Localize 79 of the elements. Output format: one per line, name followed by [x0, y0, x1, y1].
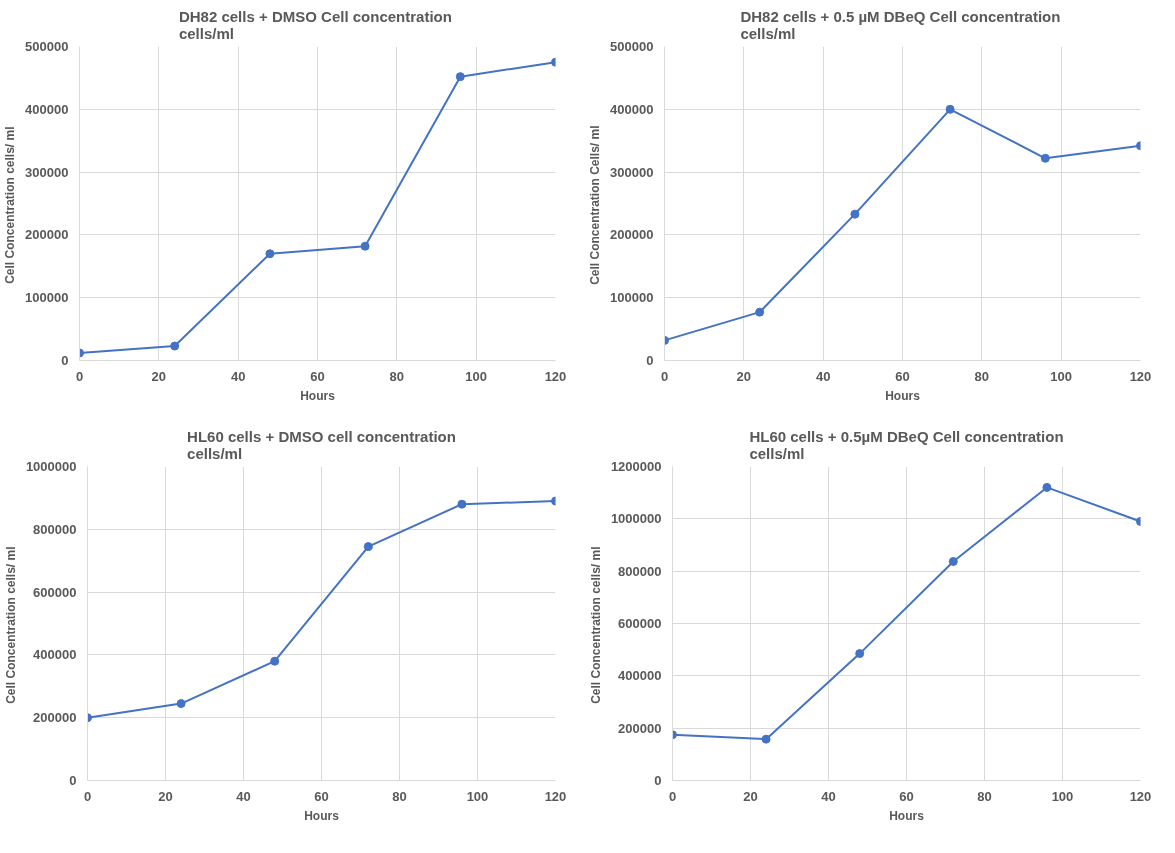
y-axis-title: Cell Concentration cells/ ml — [3, 546, 18, 704]
x-tick-label: 20 — [151, 368, 167, 384]
y-tick-label: 600000 — [33, 584, 77, 600]
x-tick-label: 100 — [466, 788, 489, 804]
y-tick-label: 500000 — [25, 39, 69, 54]
y-tick-label: 1000000 — [610, 511, 662, 527]
point — [265, 249, 275, 259]
y-tick-label: 400000 — [610, 101, 654, 117]
y-tick-label: 800000 — [618, 563, 662, 579]
point — [1040, 153, 1050, 163]
y-tick-label: 1000000 — [25, 459, 77, 474]
x-tick-label: 60 — [899, 788, 914, 804]
y-tick-label: 0 — [654, 773, 662, 788]
point — [455, 72, 465, 82]
point — [761, 734, 771, 744]
y-tick-label: 0 — [69, 773, 77, 788]
point — [755, 307, 765, 317]
x-tick-label: 40 — [821, 788, 836, 804]
y-tick-label: 400000 — [25, 101, 69, 117]
x-tick-label: 120 — [544, 368, 567, 384]
x-tick-label: 100 — [1051, 788, 1074, 804]
x-tick-label: 20 — [743, 788, 758, 804]
y-tick-label: 1200000 — [610, 459, 662, 474]
y-tick-label: 500000 — [610, 39, 654, 54]
x-tick-label: 0 — [668, 788, 677, 804]
y-axis-title: Cell Concentration cells/ ml — [588, 546, 603, 704]
x-tick-label: 60 — [310, 368, 325, 384]
x-tick-label: 60 — [314, 788, 329, 804]
x-tick-label: 100 — [1050, 368, 1073, 384]
y-tick-label: 400000 — [618, 668, 662, 684]
chart-title: DH82 cells + DMSO Cell concentration cells/ml — [178, 7, 452, 42]
x-tick-label: 60 — [895, 368, 910, 384]
x-axis-title: Hours — [885, 388, 921, 403]
chart-title: DH82 cells + 0.5 µM DBeQ Cell concentration cells/ml — [740, 7, 1061, 42]
y-tick-label: 600000 — [618, 616, 662, 631]
x-tick-label: 120 — [544, 788, 567, 804]
x-tick-label: 80 — [977, 788, 992, 804]
chart-title: HL60 cells + 0.5µM DBeQ Cell concentration cells/ml — [749, 427, 1064, 462]
y-tick-label: 200000 — [33, 710, 77, 726]
point — [948, 556, 958, 566]
y-tick-label: 300000 — [25, 164, 69, 180]
x-tick-label: 80 — [974, 368, 990, 384]
point — [360, 241, 370, 251]
y-tick-label: 800000 — [33, 521, 77, 537]
x-tick-label: 80 — [392, 788, 407, 804]
x-tick-label: 120 — [1129, 368, 1152, 384]
point — [457, 499, 467, 509]
x-tick-label: 20 — [158, 788, 173, 804]
x-tick-label: 40 — [230, 368, 246, 384]
x-axis-title: Hours — [300, 388, 336, 403]
point — [945, 104, 955, 114]
x-tick-label: 40 — [815, 368, 831, 384]
point — [176, 699, 186, 709]
y-axis-title: Cell Concentration Cells/ ml — [588, 125, 603, 285]
x-axis-title: Hours — [889, 808, 925, 823]
x-tick-label: 0 — [83, 788, 92, 804]
y-tick-label: 0 — [646, 353, 654, 368]
y-axis-title: Cell Concentration cells/ ml — [3, 126, 18, 284]
point — [270, 656, 280, 666]
y-tick-label: 200000 — [610, 227, 654, 243]
x-axis-title: Hours — [304, 808, 340, 823]
y-tick-label: 200000 — [618, 720, 662, 736]
point — [170, 341, 180, 351]
point — [855, 649, 865, 659]
x-tick-label: 80 — [389, 368, 405, 384]
point — [850, 209, 860, 219]
y-tick-label: 300000 — [610, 164, 654, 180]
y-tick-label: 200000 — [25, 227, 69, 243]
x-tick-label: 100 — [465, 368, 488, 384]
x-tick-label: 120 — [1129, 788, 1152, 804]
y-tick-label: 100000 — [25, 290, 69, 306]
y-tick-label: 100000 — [610, 290, 654, 306]
y-tick-label: 400000 — [33, 647, 77, 663]
y-tick-label: 0 — [61, 353, 69, 368]
point — [1042, 482, 1052, 492]
chart-title: HL60 cells + DMSO cell concentration cells/ml — [187, 427, 456, 462]
x-tick-label: 20 — [736, 368, 752, 384]
x-tick-label: 40 — [236, 788, 251, 804]
point — [363, 542, 373, 552]
